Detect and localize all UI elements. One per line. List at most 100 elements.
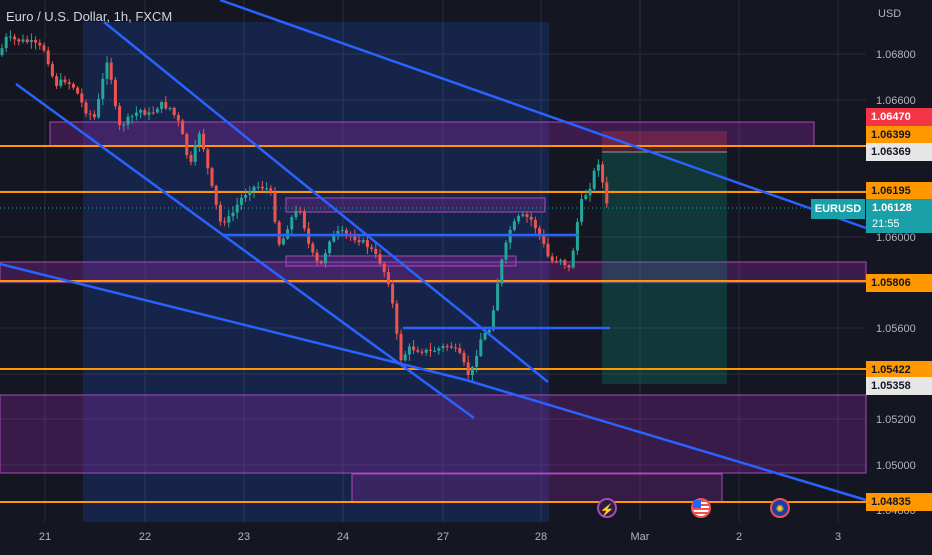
candle-body (580, 199, 584, 222)
candle-body (244, 195, 248, 198)
candle-body (260, 186, 264, 189)
price-tag: 1.06399 (866, 126, 932, 144)
candle-body (273, 191, 277, 222)
candle-body (294, 211, 298, 218)
time-axis-label: 23 (238, 531, 250, 543)
candle-body (483, 332, 487, 340)
candle-body (340, 230, 344, 232)
candle-body (437, 348, 441, 351)
demand-zone[interactable] (0, 394, 867, 474)
candle-body (160, 102, 164, 109)
candle-body (290, 217, 294, 230)
candle-body (223, 221, 227, 223)
candle-body (559, 260, 563, 262)
candle-body (332, 234, 336, 242)
candle-body (441, 345, 445, 349)
candle-body (151, 112, 155, 114)
candle-body (118, 106, 122, 125)
candle-body (248, 191, 252, 196)
candle-body (458, 348, 462, 353)
candle-body (319, 261, 323, 264)
candle-body (466, 362, 470, 376)
candle-body (130, 115, 134, 117)
trend-lines[interactable] (0, 0, 867, 502)
horizontal-levels[interactable] (0, 145, 866, 503)
candle-body (227, 216, 231, 223)
price-tag: 1.06369 (866, 143, 932, 161)
candle-body (126, 116, 130, 125)
candle-body (231, 212, 235, 217)
small-zone-lower[interactable] (285, 255, 517, 267)
price-tag: 1.06195 (866, 182, 932, 200)
candle-body (265, 188, 269, 190)
candle-body (517, 215, 521, 222)
eu-flag-icon[interactable]: ✺ (770, 498, 790, 518)
candle-body (449, 346, 453, 348)
price-tag: 1.05422 (866, 361, 932, 379)
candle-body (38, 42, 42, 46)
candle-body (353, 236, 357, 241)
candle-body (328, 241, 332, 254)
price-tag: 1.05358 (866, 377, 932, 395)
candle-body (17, 39, 21, 42)
candle-body (538, 228, 542, 235)
candle-body (361, 240, 365, 243)
candle-body (554, 261, 558, 263)
candle-body (63, 79, 67, 83)
time-axis-label: 21 (39, 531, 51, 543)
candle-body (139, 110, 143, 113)
candle-body (105, 62, 109, 79)
candle-body (592, 170, 596, 189)
price-tag: 1.06470 (866, 108, 932, 126)
candle-body (365, 240, 369, 248)
candle-body (168, 107, 172, 109)
price-axis-label: 1.06600 (876, 95, 916, 107)
candle-body (88, 113, 92, 115)
candlestick-series[interactable] (0, 30, 609, 382)
candle-body (210, 168, 214, 186)
price-axis-label: 1.06000 (876, 232, 916, 244)
time-axis-label: 28 (535, 531, 547, 543)
candle-body (50, 64, 54, 77)
candle-body (424, 349, 428, 353)
candle-body (189, 154, 193, 162)
candle-body (323, 253, 327, 264)
candle-body (4, 36, 8, 49)
time-axis[interactable]: 21 22 23 24 27 28 Mar 2 3 (39, 531, 841, 543)
candle-body (550, 256, 554, 262)
candle-body (214, 185, 218, 205)
candle-body (76, 87, 80, 94)
time-axis-label: 24 (337, 531, 349, 543)
candle-body (155, 108, 159, 113)
candle-body (80, 93, 84, 103)
candle-body (8, 36, 12, 38)
candle-body (407, 346, 411, 355)
position-target-zone[interactable] (602, 152, 727, 384)
candle-body (315, 252, 319, 262)
candle-body (487, 329, 491, 333)
candle-body (122, 124, 126, 126)
candle-body (164, 102, 168, 109)
candle-body (42, 45, 46, 51)
candle-body (445, 345, 449, 347)
candle-body (34, 40, 38, 43)
symbol-title[interactable]: Euro / U.S. Dollar, 1h, FXCM (6, 9, 173, 24)
candle-body (546, 243, 550, 257)
candle-body (416, 350, 420, 352)
bottom-zone[interactable] (351, 473, 723, 503)
candle-body (206, 149, 210, 169)
candle-body (395, 303, 399, 334)
us-flag-icon[interactable] (691, 498, 711, 518)
price-axis-label: 1.05200 (876, 414, 916, 426)
candle-body (525, 214, 529, 217)
candle-body (113, 79, 117, 107)
candle-body (370, 247, 374, 249)
candle-body (336, 230, 340, 235)
candle-body (433, 350, 437, 352)
candle-body (500, 259, 504, 284)
candle-body (269, 188, 273, 192)
lightning-icon[interactable]: ⚡ (597, 498, 617, 518)
candle-body (21, 39, 25, 42)
